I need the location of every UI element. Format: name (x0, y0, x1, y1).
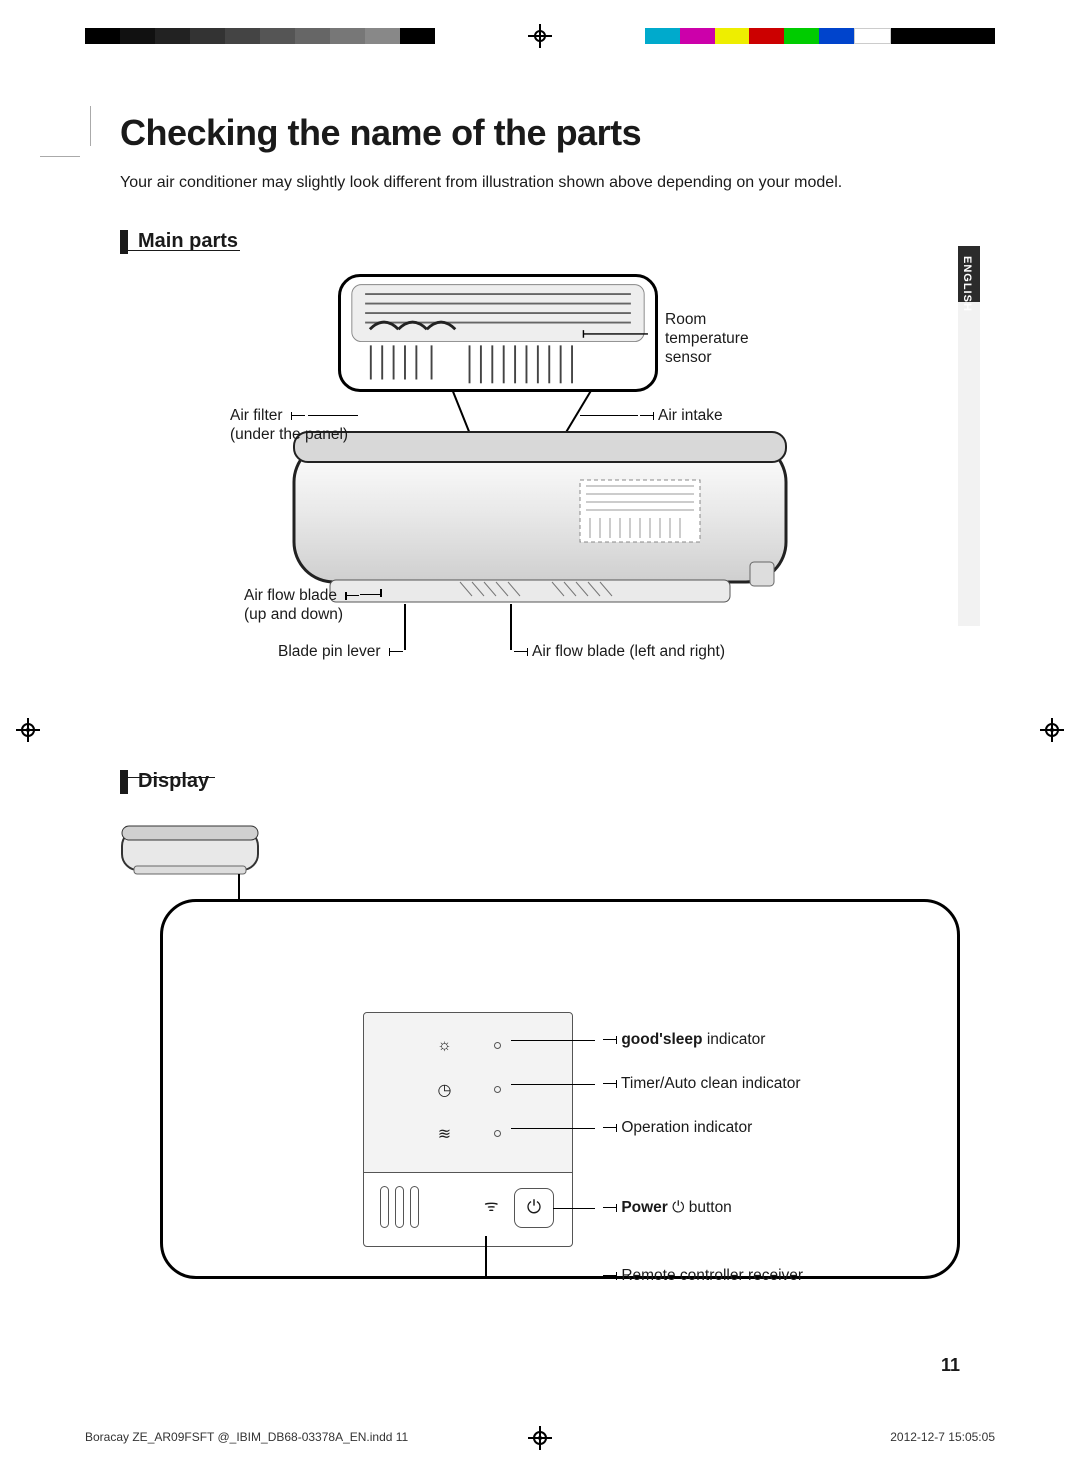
goodsleep-icon: ☼ (436, 1037, 454, 1055)
section-underline (120, 250, 240, 251)
page-content: Checking the name of the parts Your air … (120, 112, 960, 1304)
main-parts-figure: Room temperature sensor (120, 274, 960, 734)
indicator-dot (494, 1086, 501, 1093)
section-accent-bar (120, 770, 128, 794)
label-air-intake: Air intake (640, 406, 723, 425)
label-airflow-leftright: Air flow blade (left and right) (514, 642, 725, 661)
label-operation: Operation indicator (603, 1119, 752, 1137)
page-subtitle: Your air conditioner may slightly look d… (120, 172, 960, 194)
label-air-filter: Air filter (under the panel) (230, 406, 348, 445)
language-label: ENGLISH (961, 256, 973, 312)
page-title: Checking the name of the parts (120, 112, 960, 154)
crop-mark (90, 106, 91, 146)
indicator-dot (494, 1042, 501, 1049)
printer-colorbar-left (85, 28, 435, 44)
label-airflow-updown: Air flow blade (up and down) (244, 586, 359, 625)
section-underline (120, 777, 215, 778)
label-room-temp-sensor: Room temperature sensor (665, 310, 749, 368)
indicator-dot (494, 1130, 501, 1137)
registration-mark-top (532, 28, 548, 44)
section-title: Display (138, 770, 209, 793)
crop-mark (40, 156, 80, 157)
power-button[interactable]: ⏻ (514, 1188, 554, 1228)
display-panel: ☼ ◷ ≋ ᯤ ⏻ (160, 899, 960, 1279)
label-goodsleep: good'sleep indicator (603, 1031, 765, 1049)
footer-filename: Boracay ZE_AR09FSFT @_IBIM_DB68-03378A_E… (85, 1430, 408, 1444)
label-remote-receiver: Remote controller receiver (603, 1267, 803, 1285)
page-number: 11 (941, 1355, 960, 1376)
section-main-parts: Main parts (120, 230, 960, 254)
registration-mark-left (16, 718, 40, 742)
timer-icon: ◷ (436, 1081, 454, 1099)
printer-colorbar-right (645, 28, 995, 44)
display-figure: ☼ ◷ ≋ ᯤ ⏻ (120, 824, 960, 1304)
section-display: Display (120, 770, 960, 794)
receiver-icon: ᯤ (484, 1194, 499, 1216)
registration-mark-right (1040, 718, 1064, 742)
speaker-grille (380, 1186, 419, 1228)
callout-lead (238, 874, 240, 902)
footer-timestamp: 2012-12-7 15:05:05 (890, 1430, 995, 1444)
label-power-button: Power ⏻ button (603, 1199, 732, 1217)
inset-panel (338, 274, 658, 392)
registration-mark-bottom (528, 1426, 552, 1450)
mini-ac-icon (120, 824, 260, 879)
label-blade-pin-lever: Blade pin lever (278, 642, 403, 661)
label-timer-autoclean: Timer/Auto clean indicator (603, 1075, 801, 1093)
operation-icon: ≋ (436, 1125, 454, 1143)
ac-unit-illustration (290, 422, 790, 622)
display-module: ☼ ◷ ≋ ᯤ ⏻ (363, 1012, 573, 1247)
language-thumb-tab: ENGLISH (958, 246, 980, 626)
